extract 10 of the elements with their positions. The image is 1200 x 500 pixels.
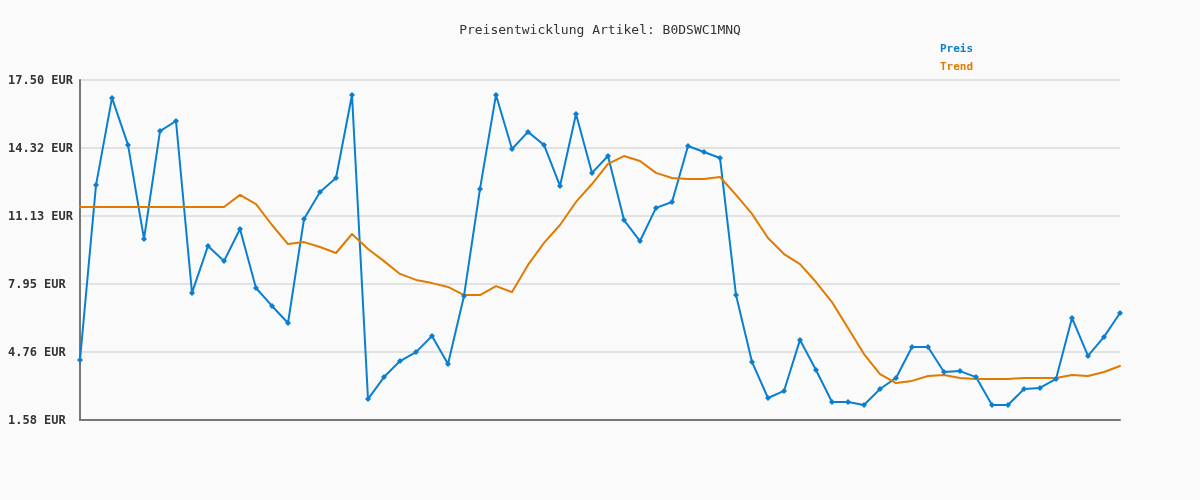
text: Preis xyxy=(940,41,974,55)
y-tick-label: 1.58 EUR xyxy=(8,413,67,427)
chart-title: Preisentwicklung Artikel: B0DSWC1MNQ xyxy=(459,22,742,37)
line-series xyxy=(79,155,1121,385)
y-tick-label: 14.32 EUR xyxy=(8,140,74,155)
y-tick-label: 17.50 EUR xyxy=(8,73,74,87)
y-tick-label: 11.13 EUR xyxy=(8,209,74,224)
y-tick-label: 7.95 EUR xyxy=(8,276,67,291)
text: Trend xyxy=(940,60,974,73)
y-tick-label: 4.76 EUR xyxy=(8,345,67,360)
